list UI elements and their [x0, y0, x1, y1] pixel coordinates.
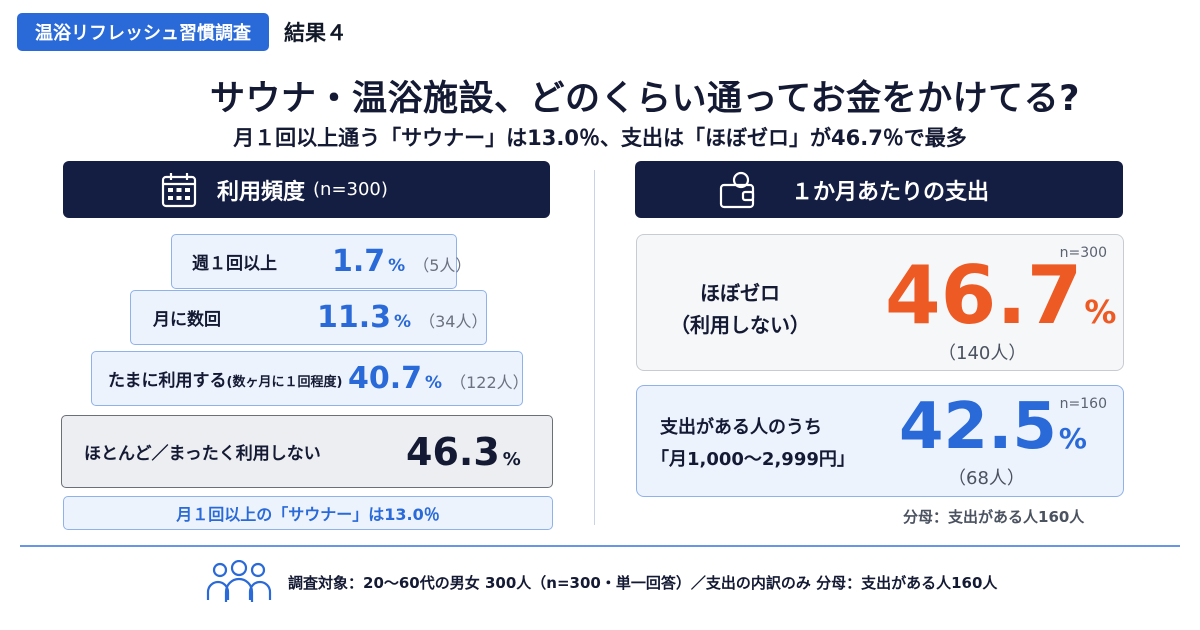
tier-label: たまに利用する(数ヶ月に１回程度) [108, 366, 342, 391]
tier-count: （5人） [413, 256, 472, 275]
card-percent: 46.7 [885, 249, 1083, 342]
tier-unit: % [394, 312, 412, 332]
sauna-summary: 月１回以上の「サウナー」は13.0％ [63, 496, 553, 530]
tier-value: 46.3% [406, 430, 521, 474]
tier-label: 週１回以上 [192, 254, 277, 274]
tier-value: 40.7% （122人） [348, 361, 529, 396]
card-label-line2: 「月1,000〜2,999円」 [651, 449, 855, 470]
calendar-icon [161, 172, 197, 207]
spending-panel-heading: １か月あたりの支出 [635, 161, 1123, 218]
wallet-icon [719, 171, 755, 208]
tier-unit: % [388, 256, 406, 276]
tier-occasional: たまに利用する(数ヶ月に１回程度) 40.7% （122人） [91, 351, 529, 406]
tier-percent: 1.7 [332, 244, 386, 279]
tier-label-main: たまに利用する [108, 371, 227, 391]
tier-count: （34人） [419, 312, 488, 331]
tier-unit: % [425, 373, 443, 393]
people-icon [206, 560, 272, 602]
card-sample-size: n=160 [1059, 396, 1107, 412]
tier-label: 月に数回 [153, 310, 221, 330]
tier-never: ほとんど／まったく利用しない 46.3% [61, 415, 553, 488]
page-title: サウナ・温浴施設、どのくらい通ってお金をかけてる? [209, 79, 1080, 119]
spending-denominator: 分母：支出がある人160人 [903, 508, 1085, 526]
spending-card-range: n=160 支出がある人のうち 「月1,000〜2,999円」 42.5% （6… [636, 385, 1124, 497]
card-big-value: 42.5% [899, 390, 1087, 464]
card-big-value: 46.7% [885, 249, 1116, 342]
page-subtitle: 月１回以上通う「サウナー」は13.0％、支出は「ほぼゼロ」が46.7％で最多 [233, 126, 967, 150]
card-sample-size: n=300 [1059, 245, 1107, 261]
tier-percent: 11.3 [317, 300, 392, 335]
survey-tag: 温浴リフレッシュ習慣調査 [17, 13, 269, 51]
frequency-panel-heading: 利用頻度 (n=300) [63, 161, 550, 218]
card-label: 支出がある人のうち 「月1,000〜2,999円」 [651, 412, 855, 476]
tier-percent: 40.7 [348, 361, 423, 396]
frequency-heading-text: 利用頻度 [217, 179, 306, 205]
card-count: （68人） [948, 468, 1025, 489]
tier-unit: % [502, 448, 521, 470]
result-label: 結果４ [284, 21, 347, 45]
tier-label: ほとんど／まったく利用しない [84, 444, 321, 464]
card-label: ほぼゼロ （利用しない） [665, 277, 815, 341]
tier-weekly: 週１回以上 1.7% （5人） [171, 234, 471, 289]
tier-monthly: 月に数回 11.3% （34人） [130, 290, 487, 345]
spending-heading-text: １か月あたりの支出 [791, 179, 990, 205]
tier-label-note: (数ヶ月に１回程度) [226, 375, 343, 390]
frequency-sample-size: (n=300) [313, 179, 388, 200]
card-label-line1: 支出がある人のうち [660, 417, 822, 438]
column-divider [594, 170, 595, 525]
spending-card-zero: n=300 ほぼゼロ （利用しない） 46.7% （140人） [636, 234, 1124, 371]
card-unit: % [1084, 293, 1117, 331]
survey-footnote: 調査対象：20〜60代の男女 300人（n=300・単一回答）／支出の内訳のみ … [288, 574, 998, 592]
tier-percent: 46.3 [406, 429, 500, 474]
card-count: （140人） [938, 343, 1027, 364]
footer-divider [20, 545, 1180, 547]
tier-value: 11.3% （34人） [317, 300, 487, 335]
card-label-line1: ほぼゼロ [700, 281, 780, 305]
card-unit: % [1058, 422, 1087, 455]
tier-value: 1.7% （5人） [332, 244, 471, 279]
card-label-line2: （利用しない） [670, 313, 810, 337]
tier-count: （122人） [450, 373, 529, 392]
card-percent: 42.5 [899, 390, 1057, 464]
